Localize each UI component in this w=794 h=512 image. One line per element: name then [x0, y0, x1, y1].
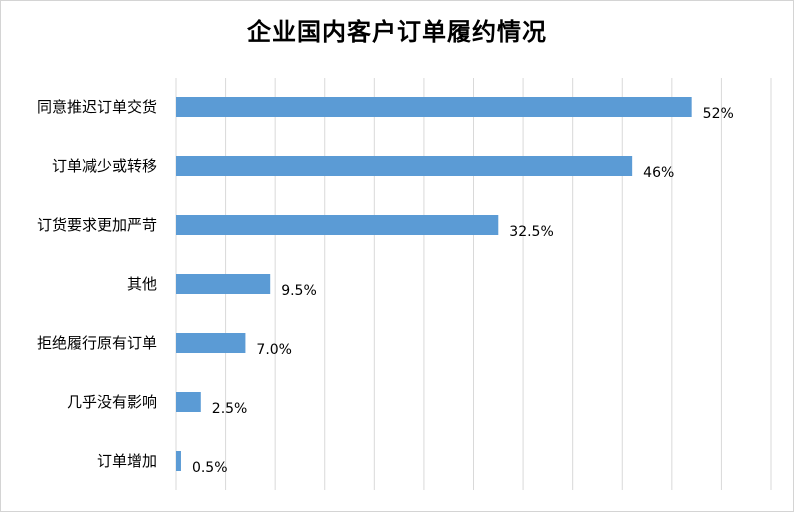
bar	[176, 451, 181, 471]
category-label: 几乎没有影响	[67, 393, 157, 411]
category-label: 其他	[127, 275, 157, 293]
bar	[176, 215, 499, 235]
category-label: 同意推迟订单交货	[37, 98, 157, 116]
value-label: 32.5%	[509, 224, 553, 240]
value-label: 7.0%	[256, 342, 292, 358]
bar	[176, 274, 271, 294]
category-label: 订货要求更加严苛	[37, 216, 157, 234]
value-label: 52%	[703, 106, 734, 122]
category-label: 订单减少或转移	[52, 157, 157, 175]
bar	[176, 156, 633, 176]
chart-title: 企业国内客户订单履约情况	[247, 18, 547, 46]
bar	[176, 392, 201, 412]
value-label: 46%	[643, 165, 674, 181]
value-label: 9.5%	[281, 283, 317, 299]
bar	[176, 97, 692, 117]
bar	[176, 333, 246, 353]
value-label: 0.5%	[192, 460, 228, 476]
category-label: 订单增加	[97, 452, 157, 470]
value-label: 2.5%	[212, 401, 248, 417]
category-label: 拒绝履行原有订单	[37, 334, 157, 352]
